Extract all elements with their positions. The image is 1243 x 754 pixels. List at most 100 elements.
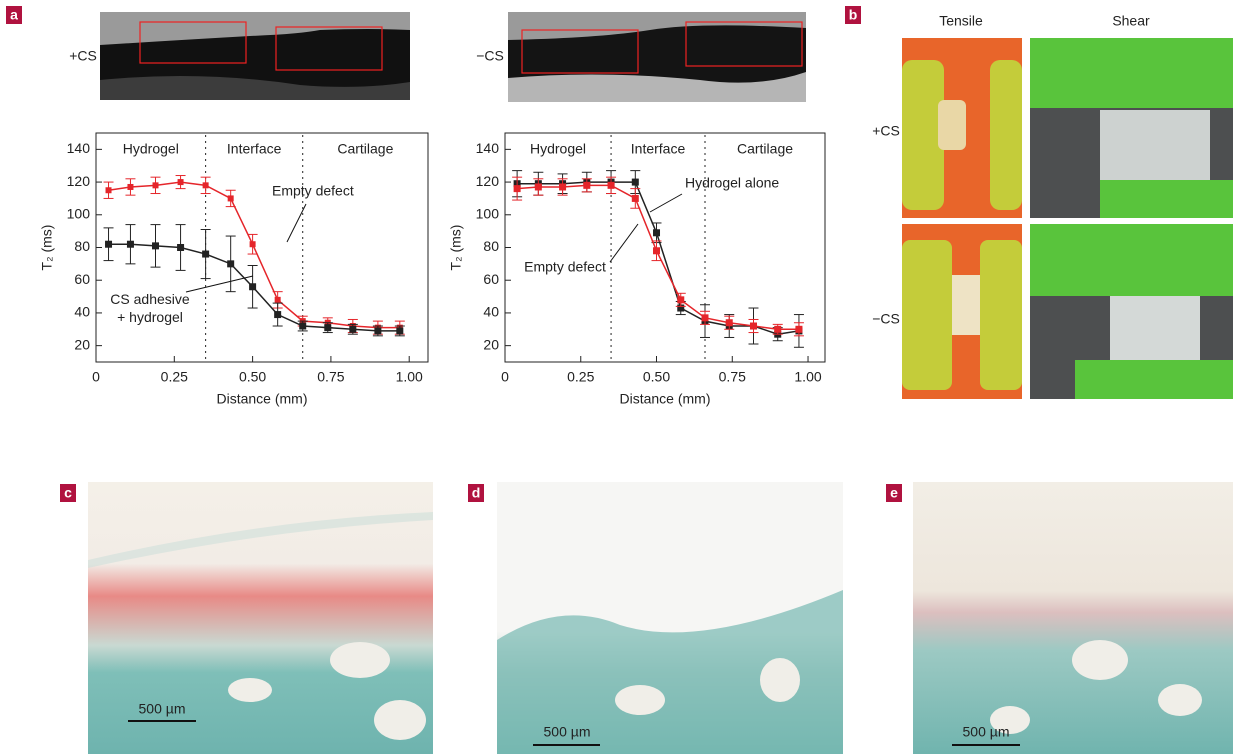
series-label: Hydrogel alone: [685, 175, 779, 191]
point: [202, 182, 209, 189]
arrow: [649, 193, 683, 213]
x-tick-label: 1.00: [396, 369, 423, 385]
x-axis-label: Distance (mm): [216, 391, 307, 407]
chart: 20 40 60 80 100 120 140 0 0.25 0.50 0.75 1.00 Distan…: [39, 132, 429, 407]
point: [653, 247, 661, 255]
point: [725, 319, 733, 327]
point: [227, 195, 234, 202]
point: [701, 314, 709, 322]
point: [559, 183, 567, 191]
point: [227, 260, 235, 268]
y-tick-label: 120: [476, 173, 500, 189]
panel-label: a: [10, 7, 18, 23]
point: [299, 322, 307, 330]
series-label: Empty defect: [524, 259, 606, 275]
region-label: Hydrogel: [123, 141, 179, 157]
y-tick-label: 80: [483, 238, 499, 254]
point: [374, 327, 382, 335]
panel-label-box: [468, 484, 484, 502]
series-label: CS adhesive + hydrogel: [110, 291, 190, 325]
point: [177, 244, 185, 251]
point: [795, 325, 803, 333]
point: [127, 183, 134, 190]
histology-image: [913, 482, 1233, 754]
region-label: Cartilage: [337, 141, 393, 157]
panel-label: e: [890, 485, 898, 501]
y-tick-label: 40: [74, 304, 90, 320]
point: [202, 250, 210, 258]
y-tick-label: 80: [74, 238, 90, 254]
photo-shear: [1030, 38, 1233, 399]
point: [513, 185, 521, 193]
region-label: Interface: [631, 141, 686, 157]
y-tick-label: 140: [476, 140, 500, 156]
photo-tensile: [902, 38, 1022, 399]
point: [105, 187, 112, 194]
y-tick-label: 100: [67, 205, 91, 221]
point: [249, 241, 256, 248]
point: [274, 296, 281, 303]
scale-bar-label: 500 µm: [544, 724, 591, 740]
panel-labels: a b c d e: [6, 6, 902, 502]
panel-label-box: [886, 484, 902, 502]
point: [177, 179, 184, 186]
y-axis-label: T₂ (ms): [448, 225, 464, 271]
x-tick-label: 0: [92, 369, 100, 385]
point: [324, 324, 332, 332]
panel-label-box: [6, 6, 22, 24]
region-label: Hydrogel: [530, 141, 586, 157]
column-label: Tensile: [939, 13, 983, 29]
region-label: Cartilage: [737, 141, 793, 157]
point: [105, 240, 113, 248]
point: [583, 181, 591, 189]
histology-image: [88, 482, 433, 754]
x-tick-label: 0: [501, 369, 509, 385]
arrow: [609, 223, 639, 263]
point: [274, 311, 282, 319]
mri-image: [100, 12, 410, 100]
mri-image: [508, 12, 806, 102]
y-tick-label: 120: [67, 173, 91, 189]
x-tick-label: 0.75: [719, 369, 746, 385]
y-tick-label: 60: [483, 271, 499, 287]
y-tick-label: 20: [483, 336, 499, 352]
panel-label: c: [64, 485, 72, 501]
x-axis-label: Distance (mm): [619, 391, 710, 407]
x-tick-label: 0.50: [643, 369, 670, 385]
y-tick-label: 100: [476, 205, 500, 221]
y-tick-label: 20: [74, 336, 90, 352]
x-tick-label: 0.75: [317, 369, 344, 385]
scale-bar-label: 500 µm: [963, 724, 1010, 740]
point: [631, 178, 639, 186]
chart: 20 40 60 80 100 120 140 0 0.25 0.50 0.75 1.00 Distan…: [448, 132, 826, 407]
panel-label-box: [845, 6, 861, 24]
arrow: [185, 275, 254, 293]
panel-label: d: [472, 485, 481, 501]
point: [152, 242, 160, 250]
x-tick-label: 1.00: [794, 369, 821, 385]
x-tick-label: 0.25: [567, 369, 594, 385]
scale-bar-label: 500 µm: [139, 701, 186, 717]
panel-label-box: [60, 484, 76, 502]
row-label: +CS: [872, 123, 900, 139]
point: [534, 183, 542, 191]
panel-label: b: [849, 7, 858, 23]
point: [677, 296, 685, 304]
x-tick-label: 0.50: [239, 369, 266, 385]
y-tick-label: 40: [483, 304, 499, 320]
y-tick-label: 140: [67, 140, 91, 156]
y-tick-label: 60: [74, 271, 90, 287]
x-tick-label: 0.25: [161, 369, 188, 385]
point: [152, 182, 159, 189]
image-label: +CS: [69, 48, 97, 64]
row-label: −CS: [872, 311, 900, 327]
column-label: Shear: [1112, 13, 1150, 29]
point: [349, 325, 357, 333]
point: [126, 240, 134, 248]
point: [677, 304, 685, 312]
image-label: −CS: [476, 48, 504, 64]
point: [653, 229, 661, 237]
point: [749, 322, 757, 330]
arrow: [286, 203, 307, 243]
